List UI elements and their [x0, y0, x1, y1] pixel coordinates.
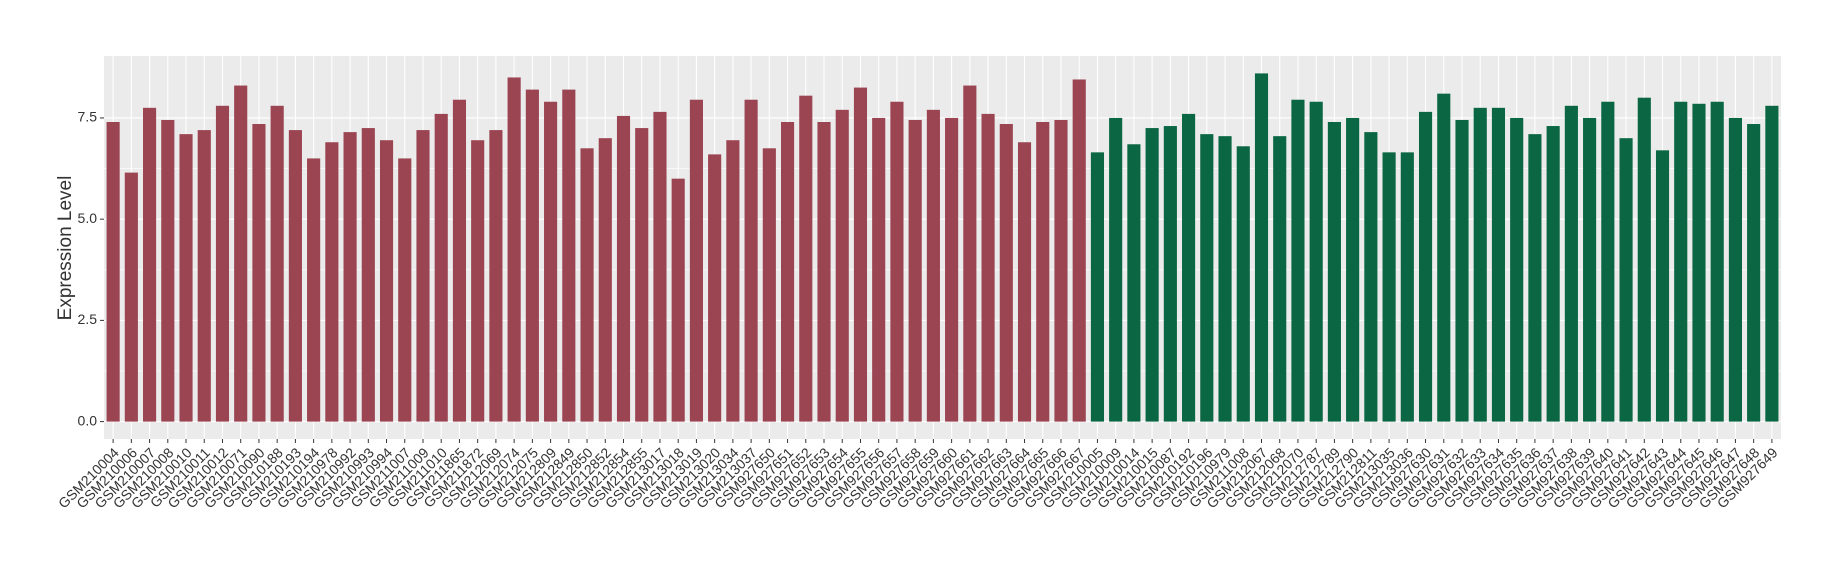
bar — [616, 115, 631, 422]
bar — [124, 172, 138, 422]
bar — [1710, 101, 1724, 422]
bar — [434, 113, 448, 422]
bar — [1674, 101, 1688, 422]
bar — [507, 77, 521, 422]
bar — [1182, 113, 1196, 422]
bar — [963, 85, 977, 422]
bar — [817, 121, 831, 422]
bar — [1437, 93, 1451, 422]
bar — [926, 109, 940, 422]
bar — [562, 89, 576, 422]
bar — [1528, 134, 1542, 422]
bar — [288, 130, 302, 422]
bar — [1655, 150, 1670, 422]
bar — [1291, 99, 1305, 422]
bar — [1200, 134, 1214, 422]
y-tick-label: 7.5 — [78, 109, 98, 125]
bar — [1254, 73, 1269, 422]
bar — [1619, 138, 1633, 422]
bar — [361, 128, 375, 422]
bar — [1510, 117, 1524, 422]
bar — [1236, 146, 1250, 422]
bar — [1163, 126, 1177, 422]
bar — [1473, 107, 1487, 422]
bar — [1382, 152, 1396, 422]
bar — [1491, 107, 1506, 422]
bar — [981, 113, 995, 422]
y-tick-label: 2.5 — [78, 311, 98, 327]
bar — [325, 142, 339, 422]
bar — [379, 140, 394, 422]
bar — [1218, 136, 1232, 422]
bar — [1728, 117, 1742, 422]
bar — [1747, 124, 1761, 422]
y-tick-label: 5.0 — [78, 210, 98, 226]
bar — [1109, 117, 1123, 422]
bar — [671, 178, 685, 422]
bar — [1127, 144, 1141, 422]
bar — [744, 99, 758, 422]
bar — [1090, 152, 1105, 422]
bar — [999, 124, 1013, 422]
bar — [307, 158, 321, 422]
bar — [780, 121, 795, 422]
bar — [726, 140, 740, 422]
bar — [872, 117, 886, 422]
bar — [525, 89, 539, 422]
bar — [1601, 101, 1615, 422]
bar — [1327, 121, 1341, 422]
bar — [416, 130, 430, 422]
bar — [1564, 105, 1578, 422]
bar — [489, 130, 503, 422]
bar — [1145, 128, 1159, 422]
bar — [1765, 105, 1779, 422]
bar — [234, 85, 248, 422]
bar — [635, 128, 649, 422]
bar — [580, 148, 594, 422]
bar — [1418, 111, 1433, 422]
bar — [890, 101, 904, 422]
bar — [1017, 142, 1032, 422]
bar — [835, 109, 849, 422]
bar — [179, 134, 193, 422]
bar — [471, 140, 485, 422]
bar — [197, 130, 211, 422]
bar — [270, 105, 284, 422]
bar — [1583, 117, 1597, 422]
bar — [653, 111, 667, 422]
bar — [1309, 101, 1323, 422]
bar — [1692, 103, 1706, 422]
bar — [1546, 126, 1560, 422]
bar — [762, 148, 776, 422]
bar — [143, 107, 157, 422]
bar — [1273, 136, 1287, 422]
bar — [708, 154, 722, 422]
bar — [343, 132, 357, 422]
bar — [252, 124, 266, 422]
bar — [161, 119, 175, 422]
bar — [1036, 121, 1050, 422]
y-axis-label: Expression Level — [55, 176, 76, 321]
bar — [106, 121, 120, 422]
bar — [1072, 79, 1086, 422]
bar — [398, 158, 412, 422]
bar — [1054, 119, 1068, 422]
bar — [853, 87, 868, 422]
bar — [945, 117, 959, 422]
bar — [689, 99, 703, 422]
bar — [1455, 119, 1469, 422]
y-tick-label: 0.0 — [78, 412, 98, 428]
bar — [1364, 132, 1378, 422]
bar — [799, 95, 813, 422]
bar — [452, 99, 467, 422]
bar — [598, 138, 612, 422]
bar — [1346, 117, 1360, 422]
bar — [544, 101, 558, 422]
bar — [1637, 97, 1651, 422]
bar — [908, 119, 922, 422]
bar — [1400, 152, 1414, 422]
bar — [215, 105, 230, 422]
